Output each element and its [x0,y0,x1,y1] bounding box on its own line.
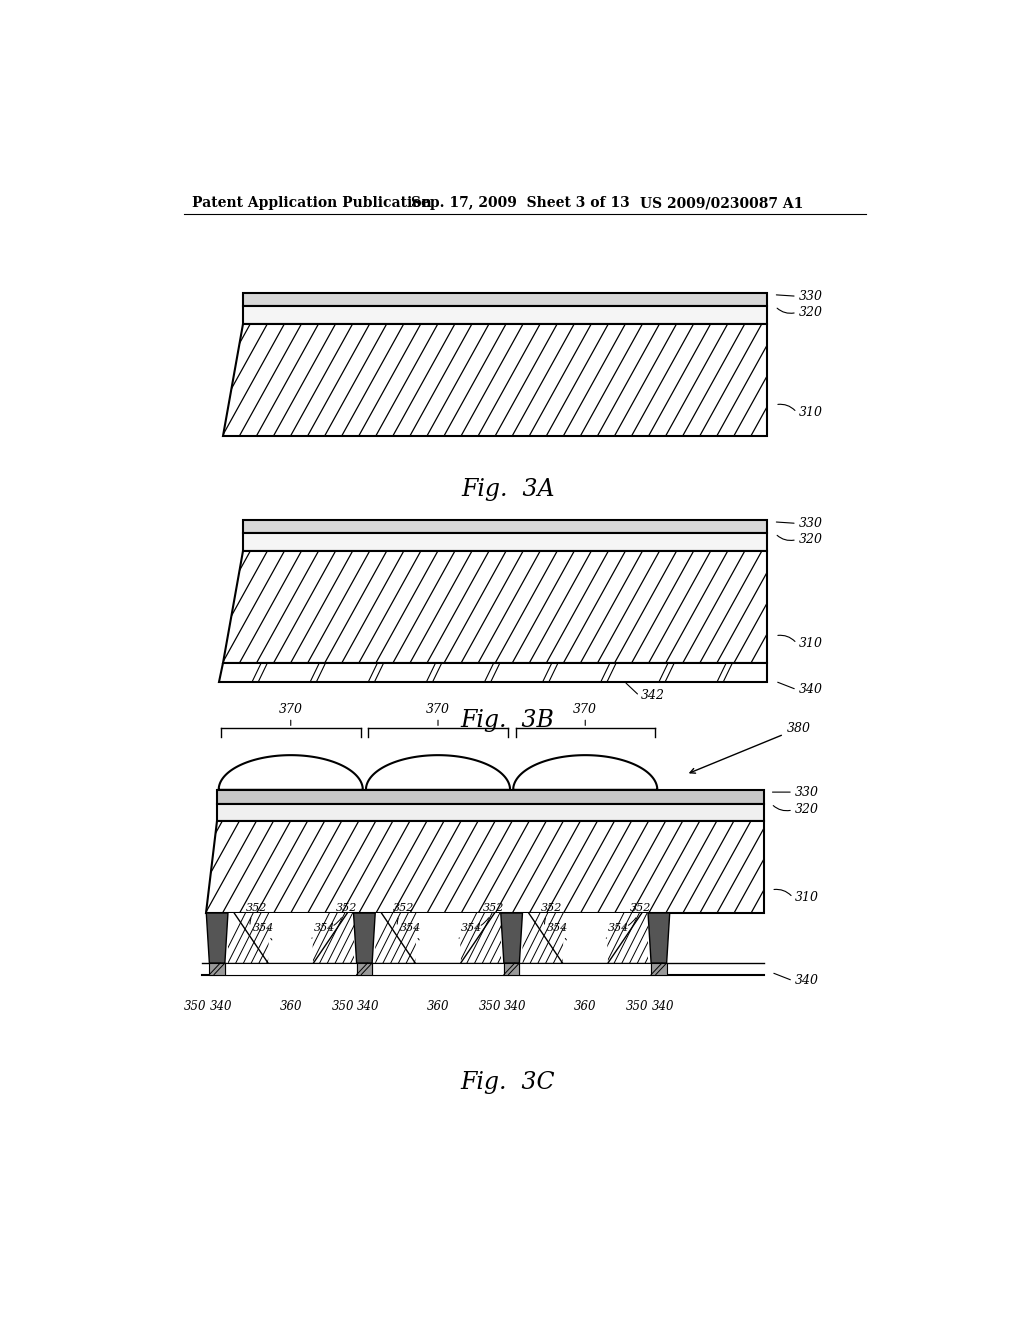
Polygon shape [222,323,767,436]
Polygon shape [353,913,375,964]
Polygon shape [606,913,648,964]
Polygon shape [206,913,228,964]
Text: 352: 352 [541,903,562,924]
Text: 310: 310 [795,891,818,904]
Polygon shape [648,913,670,964]
Text: 320: 320 [799,533,822,546]
Text: 310: 310 [799,638,822,649]
Text: Patent Application Publication: Patent Application Publication [191,197,431,210]
Text: 370: 370 [573,702,597,715]
Text: 352: 352 [481,903,504,925]
Polygon shape [206,821,764,913]
Text: 330: 330 [795,785,818,799]
Text: 370: 370 [426,702,450,715]
Polygon shape [243,293,767,306]
Polygon shape [356,964,372,974]
Polygon shape [217,789,764,804]
Text: 360: 360 [427,1001,450,1012]
Polygon shape [522,913,648,964]
Text: 350: 350 [332,1001,354,1012]
Text: Sep. 17, 2009  Sheet 3 of 13: Sep. 17, 2009 Sheet 3 of 13 [411,197,630,210]
Text: 354: 354 [547,924,568,940]
Text: 354: 354 [606,924,630,939]
Text: 340: 340 [799,684,822,696]
Polygon shape [504,964,519,974]
Text: 360: 360 [280,1001,302,1012]
Polygon shape [209,964,225,974]
Polygon shape [312,913,353,964]
Text: 354: 354 [311,924,335,939]
Polygon shape [375,913,417,964]
Text: 370: 370 [279,702,303,715]
Text: Fig.  3B: Fig. 3B [461,709,555,733]
Polygon shape [222,552,767,663]
Text: 352: 352 [393,903,415,924]
Text: 352: 352 [246,903,267,924]
Polygon shape [243,306,767,323]
Polygon shape [522,913,564,964]
Text: 320: 320 [799,306,822,319]
Text: 340: 340 [357,1001,380,1012]
Text: Fig.  3A: Fig. 3A [461,478,555,502]
Text: 350: 350 [626,1001,648,1012]
Text: 340: 340 [504,1001,526,1012]
Polygon shape [228,913,269,964]
Text: 320: 320 [795,804,818,816]
Polygon shape [513,755,657,789]
Text: 360: 360 [574,1001,597,1012]
Polygon shape [217,804,764,821]
Text: 380: 380 [690,722,811,774]
Polygon shape [219,663,767,682]
Polygon shape [228,913,353,964]
Polygon shape [243,533,767,552]
Text: 352: 352 [334,903,356,925]
Text: 342: 342 [641,689,665,702]
Text: 350: 350 [478,1001,501,1012]
Text: 310: 310 [799,407,822,418]
Polygon shape [519,964,651,974]
Text: 330: 330 [799,289,822,302]
Text: 350: 350 [184,1001,207,1012]
Polygon shape [243,520,767,533]
Polygon shape [459,913,501,964]
Polygon shape [225,964,356,974]
Polygon shape [375,913,501,964]
Text: 340: 340 [651,1001,674,1012]
Text: 354: 354 [399,924,421,940]
Text: 330: 330 [799,517,822,529]
Text: Fig.  3C: Fig. 3C [461,1071,555,1094]
Polygon shape [372,964,504,974]
Polygon shape [366,755,510,789]
Text: 340: 340 [210,1001,232,1012]
Text: 352: 352 [629,903,651,925]
Text: 354: 354 [253,924,273,940]
Text: 354: 354 [459,924,482,939]
Polygon shape [501,913,522,964]
Polygon shape [651,964,667,974]
Polygon shape [219,755,362,789]
Text: 340: 340 [795,974,818,987]
Text: US 2009/0230087 A1: US 2009/0230087 A1 [640,197,803,210]
